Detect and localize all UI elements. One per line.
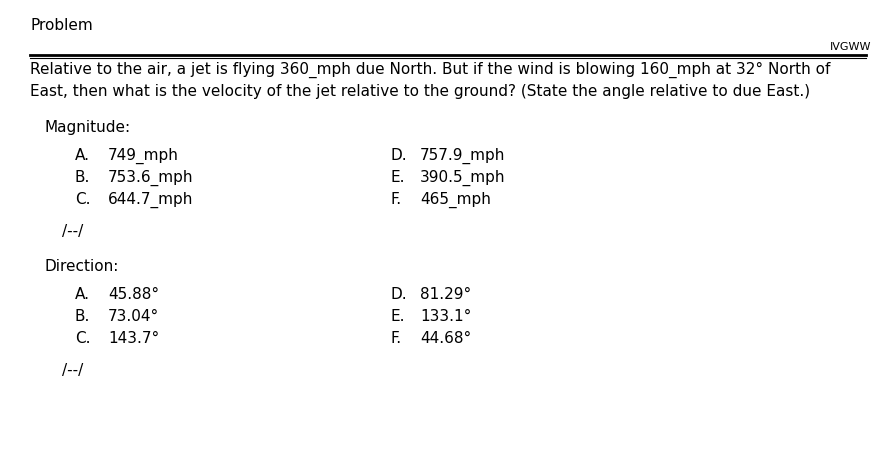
Text: A.: A.	[75, 148, 90, 163]
Text: B.: B.	[75, 170, 91, 185]
Text: /--/: /--/	[62, 363, 83, 378]
Text: C.: C.	[75, 192, 91, 207]
Text: Direction:: Direction:	[45, 259, 119, 274]
Text: 753.6_mph: 753.6_mph	[108, 170, 194, 186]
Text: 390.5_mph: 390.5_mph	[420, 170, 506, 186]
Text: C.: C.	[75, 331, 91, 346]
Text: Magnitude:: Magnitude:	[45, 120, 131, 135]
Text: 133.1°: 133.1°	[420, 309, 471, 324]
Text: F.: F.	[390, 331, 401, 346]
Text: A.: A.	[75, 287, 90, 302]
Text: B.: B.	[75, 309, 91, 324]
Text: 143.7°: 143.7°	[108, 331, 159, 346]
Text: Relative to the air, a jet is flying 360_mph due North. But if the wind is blowi: Relative to the air, a jet is flying 360…	[30, 62, 831, 78]
Text: D.: D.	[390, 287, 407, 302]
Text: Problem: Problem	[30, 18, 93, 33]
Text: 44.68°: 44.68°	[420, 331, 471, 346]
Text: E.: E.	[390, 309, 404, 324]
Text: D.: D.	[390, 148, 407, 163]
Text: 465_mph: 465_mph	[420, 192, 491, 208]
Text: 757.9_mph: 757.9_mph	[420, 148, 506, 164]
Text: East, then what is the velocity of the jet relative to the ground? (State the an: East, then what is the velocity of the j…	[30, 84, 811, 99]
Text: 73.04°: 73.04°	[108, 309, 159, 324]
Text: E.: E.	[390, 170, 404, 185]
Text: 644.7_mph: 644.7_mph	[108, 192, 193, 208]
Text: F.: F.	[390, 192, 401, 207]
Text: 45.88°: 45.88°	[108, 287, 159, 302]
Text: /--/: /--/	[62, 224, 83, 239]
Text: 749_mph: 749_mph	[108, 148, 179, 164]
Text: 81.29°: 81.29°	[420, 287, 471, 302]
Text: IVGWW: IVGWW	[830, 42, 871, 52]
